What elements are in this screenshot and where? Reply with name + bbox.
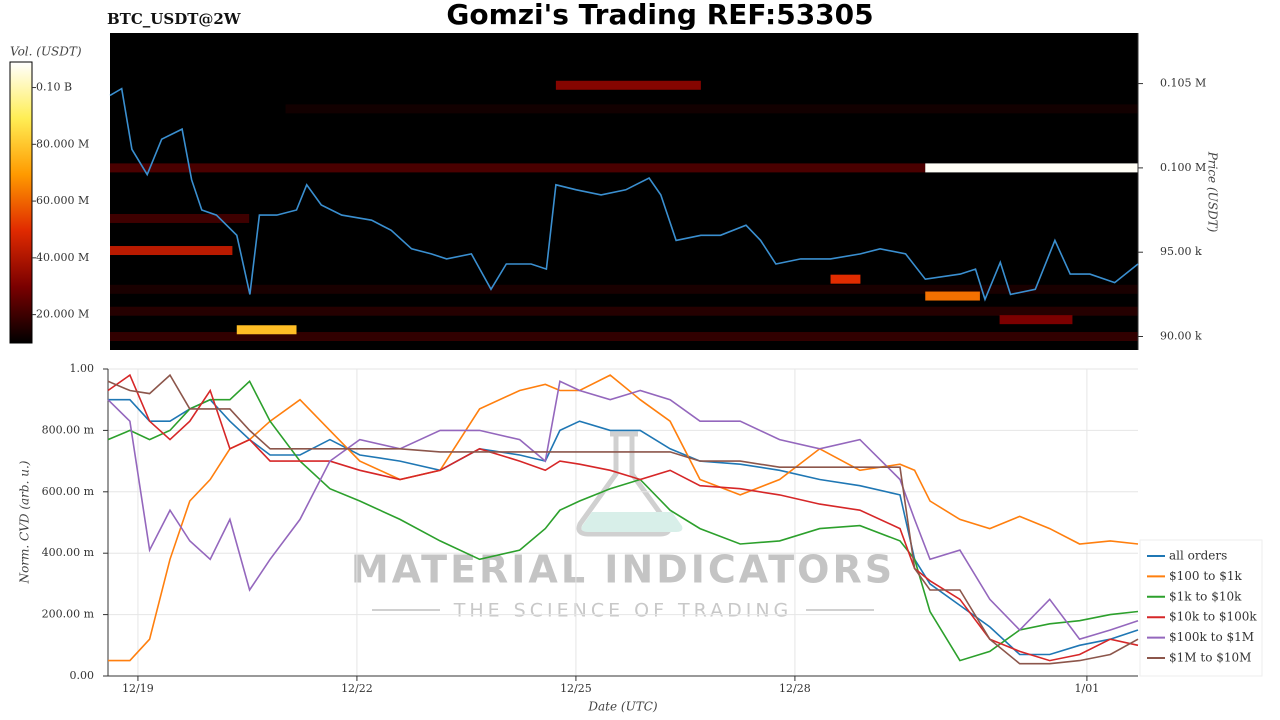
heatmap-band — [110, 213, 250, 223]
y-tick-label: 800.00 m — [42, 423, 95, 436]
heatmap-band — [999, 315, 1073, 325]
y-tick-label: 400.00 m — [42, 546, 95, 559]
watermark-subtitle: THE SCIENCE OF TRADING — [453, 600, 793, 622]
cvd-line — [107, 373, 1139, 662]
y-tick-label: 0.105 M — [1160, 77, 1206, 90]
heatmap-band — [110, 284, 1138, 294]
colorbar-tick-label: 80.000 M — [36, 137, 89, 150]
y-tick-label: 90.00 k — [1160, 330, 1202, 343]
cvd-line — [107, 373, 1139, 665]
y-tick-label: 600.00 m — [42, 485, 95, 498]
legend — [1139, 539, 1263, 677]
heatmap-layer — [110, 80, 1139, 342]
heatmap-band — [555, 80, 701, 90]
x-tick-label: 12/28 — [779, 682, 811, 695]
heatmap-band — [110, 246, 233, 256]
watermark-title: MATERIAL INDICATORS — [351, 548, 895, 592]
price-line — [109, 87, 1139, 302]
heatmap-background — [110, 33, 1138, 350]
legend-text: $1M to $10M — [1169, 651, 1251, 665]
colorbar — [9, 61, 33, 344]
cvd-line — [108, 398, 1139, 656]
y-tick-label: 0.00 — [70, 669, 95, 682]
x-axis-label: Date (UTC) — [587, 700, 657, 714]
y-tick-label: 1.00 — [70, 362, 95, 375]
colorbar-tick-label: 60.000 M — [36, 194, 89, 207]
y-tick-label: 0.100 M — [1160, 161, 1206, 174]
colorbar-label: Vol. (USDT) — [10, 45, 82, 59]
heatmap-band — [925, 163, 1138, 173]
y-tick-label: 200.00 m — [42, 608, 95, 621]
chart-title: BTC_USDT@2W — [107, 10, 242, 28]
legend-text: $10k to $100k — [1169, 610, 1257, 624]
heatmap-band — [236, 325, 297, 335]
legend-text: all orders — [1169, 549, 1227, 563]
x-tick-label: 12/25 — [560, 682, 592, 695]
y-axis-label: Price (USDT) — [1206, 151, 1220, 233]
y-tick-label: 95.00 k — [1160, 245, 1202, 258]
heatmap-band — [830, 274, 861, 284]
colorbar-tick-label: 40.000 M — [36, 251, 89, 264]
x-tick-label: 12/19 — [122, 682, 154, 695]
heatmap-band — [110, 163, 926, 173]
x-tick-label: 1/01 — [1075, 682, 1100, 695]
cvd-line — [107, 380, 1139, 641]
legend-text: $100 to $1k — [1169, 569, 1242, 583]
legend-text: $1k to $10k — [1169, 589, 1242, 603]
watermark-logo — [372, 431, 874, 611]
heatmap-band — [110, 332, 1138, 342]
heatmap-band — [110, 306, 1138, 316]
page-title: Gomzi's Trading REF:53305 — [446, 0, 873, 31]
heatmap-band — [925, 291, 980, 301]
y-axis-label: Norm. CVD (arb. u.) — [18, 460, 32, 584]
cvd-line — [107, 379, 1139, 662]
x-tick-label: 12/22 — [341, 682, 373, 695]
heatmap-band — [285, 104, 1139, 114]
colorbar-tick-label: 20.000 M — [36, 308, 89, 321]
colorbar-tick-label: 0.10 B — [36, 81, 72, 94]
legend-text: $100k to $1M — [1169, 630, 1254, 644]
flask-liquid — [581, 512, 683, 532]
